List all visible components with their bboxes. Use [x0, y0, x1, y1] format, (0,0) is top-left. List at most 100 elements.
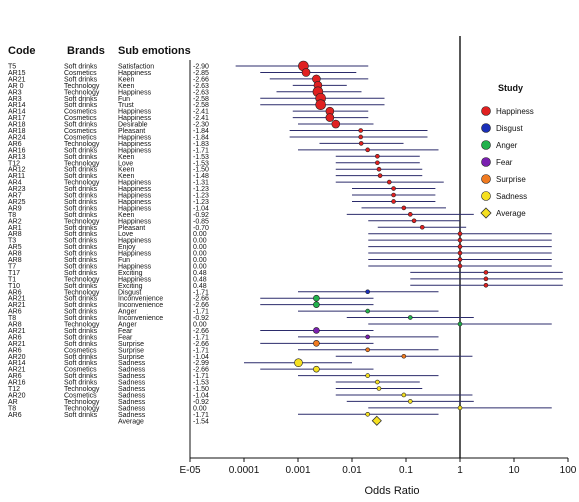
row-code: AR3 [8, 96, 22, 103]
row-brand: Soft drinks [64, 257, 98, 264]
row-sub-emotion: Keen [118, 173, 134, 180]
x-tick-label: 100 [560, 465, 577, 476]
x-tick-label: 0.01 [342, 465, 362, 476]
forest-row: AR18 Soft drinks Desirable -2.30 [8, 119, 374, 129]
row-brand: Soft drinks [64, 122, 98, 129]
row-code: T8 [8, 405, 16, 412]
x-tick-label: 0.001 [285, 465, 310, 476]
row-code: AR15 [8, 70, 26, 77]
row-brand: Technology [64, 386, 100, 393]
legend-item: Anger [481, 140, 518, 150]
row-code: AR20 [8, 392, 26, 399]
forest-row: T3 Soft drinks Happiness 0.00 [8, 238, 552, 245]
row-sub-emotion: Fear [118, 334, 133, 341]
effect-point [457, 244, 463, 249]
row-code: T10 [8, 283, 20, 290]
row-brand: Soft drinks [64, 296, 98, 303]
row-code: AR13 [8, 154, 26, 161]
x-tick-label: E-05 [179, 465, 201, 476]
row-code: AR8 [8, 322, 22, 329]
row-sub-emotion: Exciting [118, 270, 143, 277]
row-brand: Soft drinks [64, 412, 98, 419]
row-value-label: -2.66 [193, 328, 209, 335]
row-value-label: -0.70 [193, 225, 209, 232]
row-value-label: -1.53 [193, 154, 209, 161]
row-brand: Soft drinks [64, 360, 98, 367]
row-code: AR6 [8, 373, 22, 380]
row-brand: Soft drinks [64, 341, 98, 348]
row-value-label: -1.50 [193, 386, 209, 393]
row-value-label: -1.23 [193, 199, 209, 206]
effect-point [365, 289, 370, 295]
forest-row: Average -1.54 [118, 415, 382, 426]
row-value-label: -2.30 [193, 122, 209, 129]
effect-point [457, 231, 463, 236]
row-value-label: -1.04 [193, 354, 209, 361]
row-value-label: -1.84 [193, 128, 209, 135]
row-sub-emotion: Happiness [118, 263, 152, 270]
row-code: AR14 [8, 102, 26, 109]
legend-item: Sadness [481, 191, 527, 201]
row-sub-emotion: Inconvenience [118, 302, 163, 309]
forest-row: AR6 Soft drinks Fear -1.71 [8, 334, 439, 341]
row-sub-emotion: Disgust [118, 289, 141, 296]
row-sub-emotion: Keen [118, 76, 134, 83]
x-tick-label: 1 [457, 465, 463, 476]
forest-row: AR8 Soft drinks Happiness 0.00 [8, 251, 552, 258]
row-value-label: -1.04 [193, 392, 209, 399]
forest-row: AR21 Soft drinks Inconvenience -2.66 [8, 301, 374, 309]
rows-layer: T5 Soft drinks Satisfaction -2.90 AR15 Cosmet… [8, 60, 563, 426]
row-brand: Cosmetics [64, 134, 97, 141]
row-value-label: 0.00 [193, 405, 207, 412]
legend-swatch [481, 123, 491, 133]
row-code: AR6 [8, 289, 22, 296]
x-tick-label: 0.1 [399, 465, 413, 476]
row-sub-emotion: Fun [118, 257, 130, 264]
row-code: AR23 [8, 186, 26, 193]
effect-point [483, 282, 489, 288]
row-sub-emotion: Love [118, 160, 133, 167]
effect-point [407, 315, 413, 320]
legend-item: Fear [481, 157, 513, 167]
row-code: T12 [8, 160, 20, 167]
row-sub-emotion: Keen [118, 83, 134, 90]
forest-row: AR14 Soft drinks Trust -2.58 [8, 99, 385, 110]
forest-row: AR16 Soft drinks Happiness -1.71 [8, 147, 439, 154]
effect-point [401, 392, 407, 398]
row-sub-emotion: Fun [118, 96, 130, 103]
row-code: AR6 [8, 309, 22, 316]
legend-label: Happiness [496, 107, 534, 116]
row-value-label: 0.00 [193, 238, 207, 245]
row-sub-emotion: Surprise [118, 347, 144, 354]
row-sub-emotion: Fear [118, 328, 133, 335]
effect-point [301, 68, 311, 77]
row-brand: Technology [64, 218, 100, 225]
row-sub-emotion: Happiness [118, 199, 152, 206]
row-brand: Soft drinks [64, 354, 98, 361]
row-sub-emotion: Surprise [118, 354, 144, 361]
legend-item: Disgust [481, 123, 523, 133]
row-sub-emotion: Satisfaction [118, 64, 154, 71]
legend-item: Surprise [481, 174, 526, 184]
legend-item: Happiness [481, 106, 534, 116]
row-value-label: -1.84 [193, 134, 209, 141]
row-code: AR24 [8, 134, 26, 141]
row-value-label: -1.71 [193, 412, 209, 419]
row-code: AR8 [8, 251, 22, 258]
forest-row: AR21 Soft drinks Surprise -2.66 [8, 340, 374, 348]
row-brand: Cosmetics [64, 347, 97, 354]
row-value-label: 0.00 [193, 322, 207, 329]
row-value-label: -1.50 [193, 167, 209, 174]
row-sub-emotion: Happiness [118, 134, 152, 141]
row-code: AR21 [8, 302, 26, 309]
row-brand: Soft drinks [64, 154, 98, 161]
forest-row: AR13 Soft drinks Keen -1.53 [8, 154, 420, 161]
row-value-label: -1.71 [193, 309, 209, 316]
forest-row: AR6 Cosmetics Surprise -1.71 [8, 347, 439, 354]
effect-point [375, 154, 380, 159]
forest-row: T1 Technology Happiness 0.48 [8, 276, 563, 283]
legend-diamond [480, 207, 492, 219]
forest-row: AR21 Soft drinks Fear -2.66 [8, 327, 374, 335]
effect-point [377, 173, 383, 178]
